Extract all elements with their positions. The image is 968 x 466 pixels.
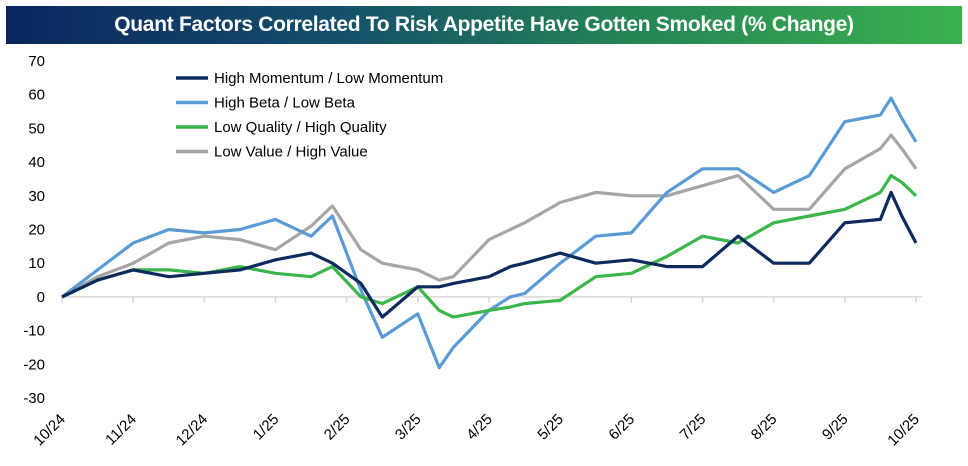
series-line-0 [61, 190, 918, 319]
legend: High Momentum / Low Momentum High Beta / … [176, 70, 443, 161]
axes: 70 60 50 40 30 20 10 0 -10 -20 -30 10/24 11/24 12/24 1… [23, 53, 923, 449]
x-tick-label: 9/25 [819, 411, 852, 444]
series-line-1 [61, 96, 918, 370]
chart-title: Quant Factors Correlated To Risk Appetit… [6, 6, 962, 44]
x-tick-label: 2/25 [321, 411, 354, 444]
x-tick-label: 8/25 [748, 411, 781, 444]
y-tick-label: 20 [28, 222, 45, 239]
y-tick-label: 10 [28, 255, 45, 272]
series-lines [61, 96, 918, 370]
legend-label: Low Quality / High Quality [214, 119, 387, 136]
y-tick-label: 60 [28, 87, 45, 104]
x-tick-label: 1/25 [250, 411, 283, 444]
series-line-3 [61, 133, 918, 299]
x-tick-label: 10/25 [884, 411, 923, 450]
legend-label: High Momentum / Low Momentum [214, 70, 443, 87]
y-tick-label: -30 [23, 390, 45, 407]
x-tick-label: 12/24 [173, 411, 212, 450]
x-tick-label: 11/24 [102, 411, 140, 449]
x-tick-label: 3/25 [392, 411, 425, 444]
y-tick-label: 50 [28, 120, 45, 137]
legend-label: Low Value / High Value [214, 144, 368, 161]
y-tick-label: 70 [28, 53, 45, 70]
legend-label: High Beta / Low Beta [214, 95, 356, 112]
x-tick-label: 5/25 [534, 411, 567, 444]
x-tick-label: 4/25 [463, 411, 496, 444]
x-tick-label: 10/24 [30, 411, 69, 450]
y-tick-label: 0 [37, 289, 45, 306]
x-tick-label: 6/25 [605, 411, 638, 444]
y-tick-label: -10 [23, 323, 45, 340]
x-tick-label: 7/25 [677, 411, 710, 444]
y-tick-label: -20 [23, 356, 45, 373]
series-line-2 [61, 174, 918, 319]
y-tick-label: 40 [28, 154, 45, 171]
y-tick-label: 30 [28, 188, 45, 205]
